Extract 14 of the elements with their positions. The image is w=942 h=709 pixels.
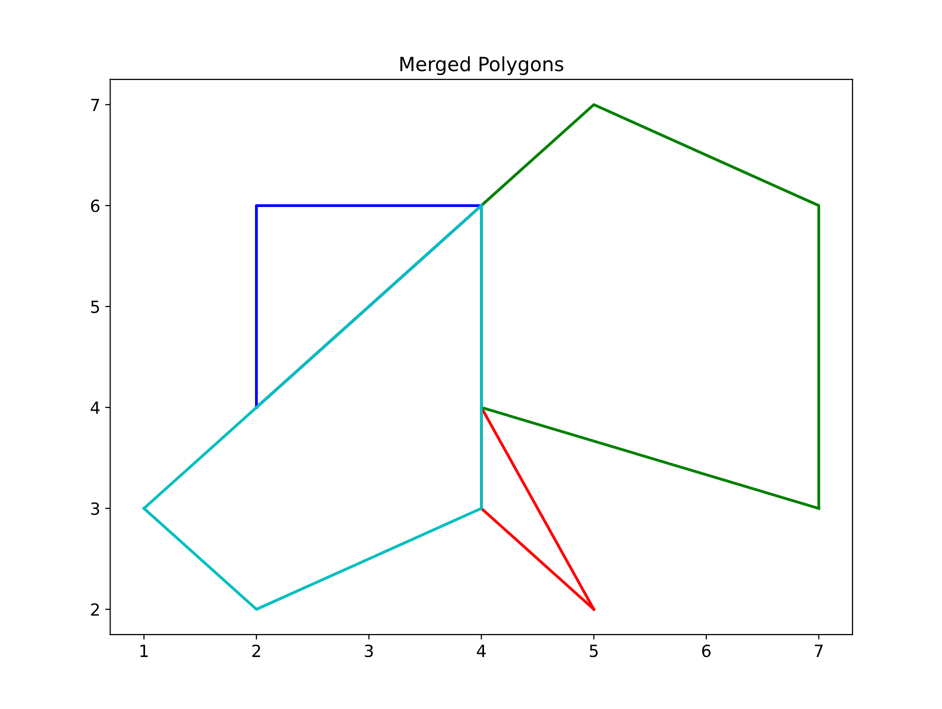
- y-tick-label: 5: [91, 300, 100, 314]
- y-tick-label: 7: [91, 98, 100, 111]
- y-tick-label: 3: [91, 502, 100, 515]
- x-tick-label: 4: [476, 644, 486, 657]
- x-tick-label: 7: [814, 644, 823, 657]
- chart-title: Merged Polygons: [400, 56, 564, 76]
- x-tick-label: 6: [702, 644, 711, 658]
- x-tick-label: 5: [590, 644, 598, 658]
- x-tick-label: 2: [252, 644, 260, 657]
- y-tick-label: 6: [91, 200, 100, 212]
- y-tick-label: 4: [90, 402, 100, 414]
- x-tick-label: 3: [364, 644, 373, 658]
- y-tick-label: 2: [91, 603, 99, 616]
- x-tick-label: 1: [140, 644, 148, 657]
